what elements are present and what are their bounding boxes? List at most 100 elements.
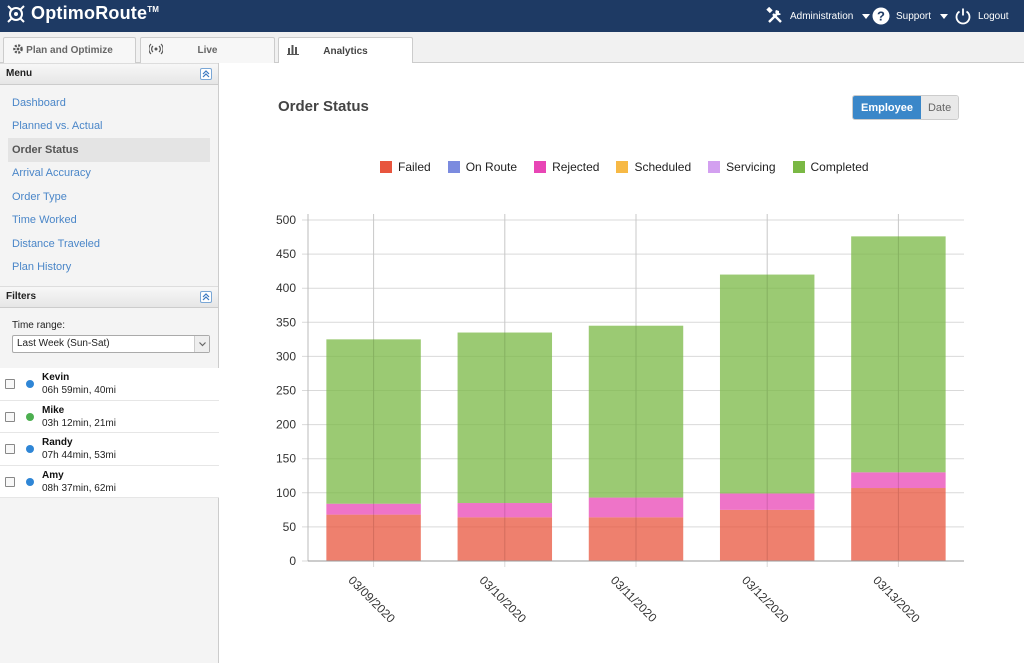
employee-color-dot: [26, 380, 34, 388]
time-range-value: Last Week (Sun-Sat): [17, 338, 110, 349]
collapse-menu-button[interactable]: [200, 68, 212, 80]
y-tick-label: 400: [276, 281, 296, 295]
legend-swatch: [708, 161, 721, 173]
bar-segment-failed: [326, 514, 421, 561]
employee-stats: 08h 37min, 62mi: [42, 482, 116, 494]
sidebar-item-plan-history[interactable]: Plan History: [12, 261, 72, 274]
broadcast-icon: [149, 43, 163, 55]
employee-name: Randy: [42, 437, 73, 448]
legend-item-rejected[interactable]: Rejected: [534, 160, 599, 174]
power-icon: [955, 8, 971, 25]
legend-item-servicing[interactable]: Servicing: [708, 160, 776, 174]
chevron-up-icon: [202, 293, 210, 301]
sidebar-item-order-type[interactable]: Order Type: [12, 190, 67, 203]
menu-title: Menu: [6, 68, 33, 79]
employee-stats: 03h 12min, 21mi: [42, 417, 116, 429]
administration-menu[interactable]: Administration: [766, 0, 871, 32]
support-label: Support: [896, 10, 932, 22]
employee-checkbox[interactable]: [5, 476, 15, 487]
x-tick-label: 03/12/2020: [739, 573, 792, 626]
sidebar-item-planned-vs-actual[interactable]: Planned vs. Actual: [12, 120, 103, 133]
employee-color-dot: [26, 477, 34, 486]
tab-label: Live: [197, 45, 218, 56]
sidebar-item-order-status[interactable]: Order Status: [8, 138, 210, 162]
logo[interactable]: OptimoRouteTM: [6, 3, 159, 24]
top-navigation-bar: OptimoRouteTM Administration ? Support L…: [0, 0, 1024, 32]
x-tick-label: 03/13/2020: [870, 573, 923, 626]
legend-swatch: [447, 161, 460, 173]
bar-segment-rejected: [719, 493, 815, 510]
logo-text: OptimoRouteTM: [31, 3, 160, 23]
sidebar-item-arrival-accuracy[interactable]: Arrival Accuracy: [12, 167, 91, 180]
y-tick-label: 150: [276, 452, 296, 466]
y-tick-label: 0: [289, 554, 296, 568]
time-range-select[interactable]: Last Week (Sun-Sat): [12, 335, 210, 353]
logout-label: Logout: [978, 10, 1009, 22]
legend-item-completed[interactable]: Completed: [792, 160, 869, 174]
y-tick-label: 300: [276, 349, 296, 363]
y-tick-label: 500: [276, 213, 296, 227]
legend-swatch: [380, 161, 392, 173]
collapse-filters-button[interactable]: [200, 291, 212, 303]
bar-segment-failed: [588, 517, 684, 561]
legend-label: Failed: [398, 160, 431, 174]
tab-analytics[interactable]: Analytics: [278, 37, 413, 64]
list-item: Mike 03h 12min, 21mi: [0, 401, 219, 433]
y-tick-label: 450: [276, 247, 296, 261]
bar-segment-completed: [719, 274, 815, 494]
legend-item-on-route[interactable]: On Route: [447, 160, 517, 174]
time-range-label: Time range:: [12, 320, 65, 331]
chevron-up-icon: [202, 70, 210, 78]
sidebar-item-time-worked[interactable]: Time Worked: [12, 214, 77, 227]
bar-segment-rejected: [326, 503, 421, 515]
employee-name: Amy: [42, 469, 64, 481]
sidebar-item-dashboard[interactable]: Dashboard: [12, 96, 66, 109]
employee-toggle-button[interactable]: Employee: [853, 96, 921, 119]
legend-item-failed[interactable]: Failed: [380, 160, 431, 174]
employee-checkbox[interactable]: [5, 411, 15, 422]
y-tick-label: 200: [276, 418, 296, 432]
bar-segment-rejected: [588, 497, 684, 518]
x-tick-label: 03/11/2020: [608, 573, 660, 625]
select-arrow: [194, 336, 209, 352]
view-toggle: Employee Date: [852, 95, 960, 120]
y-tick-label: 50: [283, 520, 297, 534]
sidebar-item-distance-traveled[interactable]: Distance Traveled: [12, 237, 101, 250]
bar-segment-failed: [851, 488, 946, 561]
help-icon: ?: [872, 7, 890, 25]
legend-label: Rejected: [552, 160, 600, 174]
filters-title: Filters: [6, 291, 37, 302]
list-item: Kevin 06h 59min, 40mi: [0, 368, 219, 401]
legend-swatch: [792, 161, 805, 173]
employee-checkbox[interactable]: [5, 444, 15, 454]
support-menu[interactable]: ? Support: [872, 0, 949, 32]
legend-item-scheduled[interactable]: Scheduled: [616, 160, 691, 174]
employee-stats: 06h 59min, 40mi: [42, 385, 116, 396]
employee-stats: 07h 44min, 53mi: [42, 450, 116, 461]
legend-swatch: [616, 161, 629, 173]
logout-button[interactable]: Logout: [954, 0, 1009, 32]
tab-plan-and-optimize[interactable]: Plan and Optimize: [3, 37, 136, 63]
date-toggle-button[interactable]: Date: [920, 96, 959, 119]
list-item: Amy 08h 37min, 62mi: [0, 466, 219, 498]
logo-icon: [7, 4, 25, 23]
main-content: Order Status Employee Date Failed On Rout…: [220, 63, 1024, 663]
bar-segment-completed: [457, 332, 553, 504]
svg-text:?: ?: [877, 9, 885, 24]
y-tick-label: 250: [276, 384, 296, 398]
order-status-chart: 0 50 100 150 200 250 300 350 400 450 500 03/09/2020…: [276, 213, 964, 626]
menu-header: Menu: [0, 63, 218, 85]
employee-checkbox[interactable]: [5, 379, 15, 389]
legend-label: Completed: [810, 160, 869, 174]
administration-label: Administration: [790, 10, 854, 22]
bar-segment-rejected: [851, 472, 946, 489]
tools-icon: [766, 7, 782, 23]
chevron-down-icon: [940, 13, 949, 19]
gear-icon: [13, 44, 23, 54]
chevron-down-icon: [199, 342, 206, 347]
x-tick-label: 03/10/2020: [477, 573, 530, 626]
employee-list: Kevin 06h 59min, 40mi Mike 03h 12min, 21…: [0, 368, 219, 498]
bar-segment-completed: [326, 339, 421, 504]
tab-live[interactable]: Live: [140, 37, 275, 63]
bar-segment-completed: [851, 236, 946, 473]
